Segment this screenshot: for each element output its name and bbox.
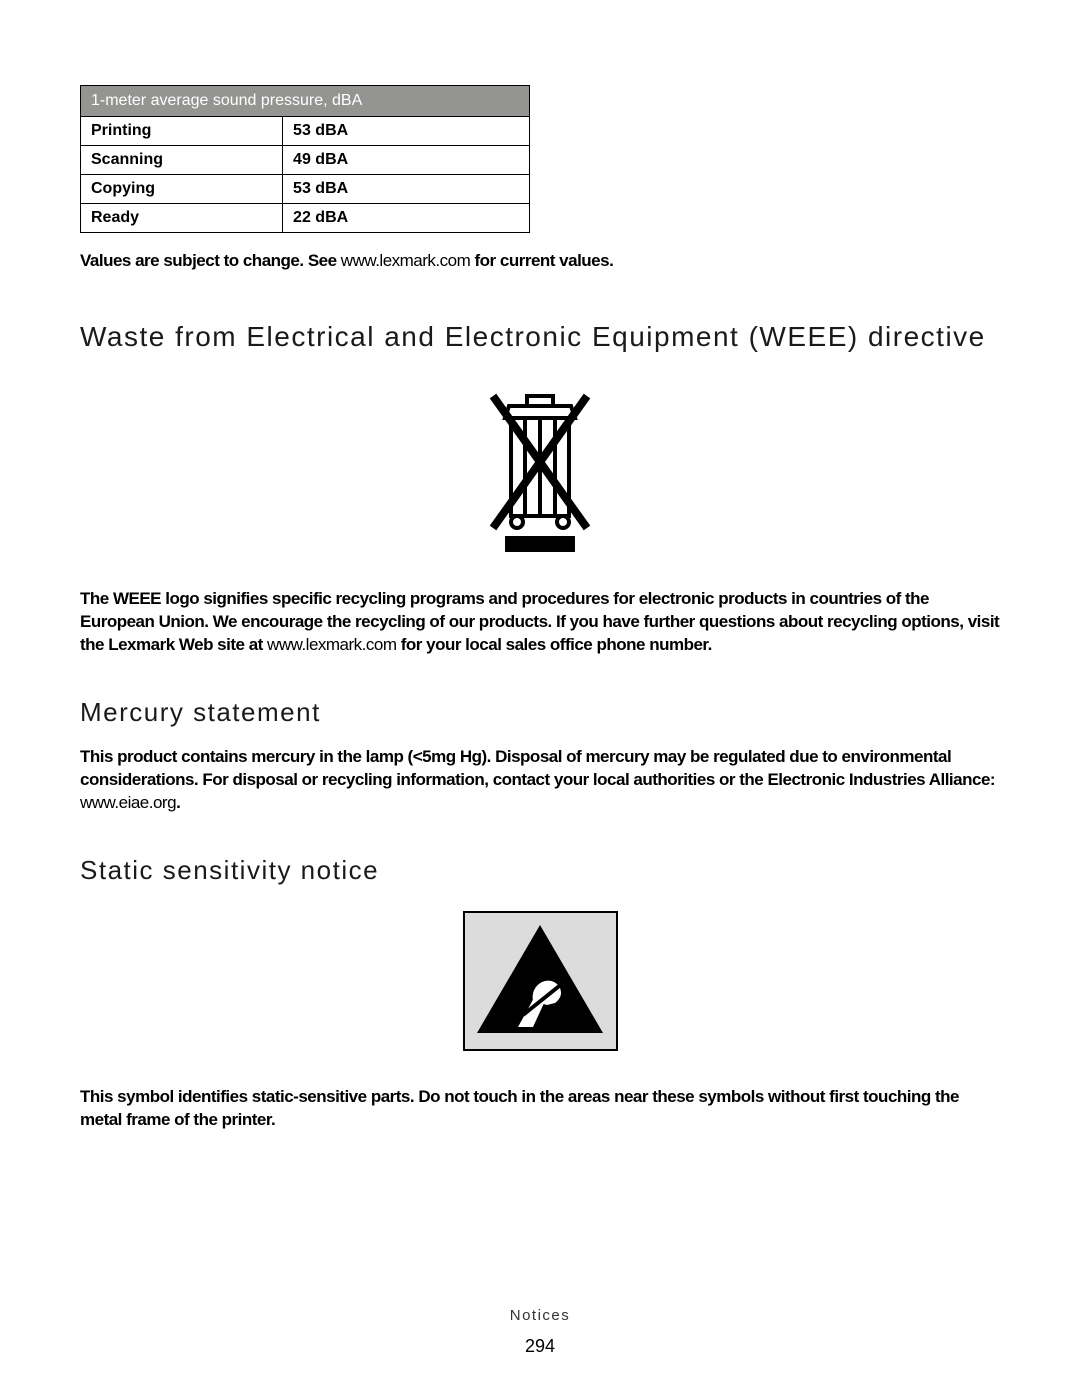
- table-row: Copying 53 dBA: [81, 175, 530, 204]
- note-suffix: for current values.: [470, 251, 613, 270]
- weee-body-url: www.lexmark.com: [267, 635, 396, 654]
- row-label: Scanning: [81, 146, 283, 175]
- weee-heading: Waste from Electrical and Electronic Equ…: [80, 321, 1000, 353]
- row-value: 49 dBA: [283, 146, 530, 175]
- row-value: 53 dBA: [283, 175, 530, 204]
- page-footer: Notices 294: [0, 1307, 1080, 1357]
- weee-body: The WEEE logo signifies specific recycli…: [80, 588, 1000, 657]
- note-prefix: Values are subject to change. See: [80, 251, 341, 270]
- row-label: Printing: [81, 117, 283, 146]
- row-label: Ready: [81, 204, 283, 233]
- mercury-body-url: www.eiae.org: [80, 793, 176, 812]
- weee-icon-container: [80, 378, 1000, 558]
- row-label: Copying: [81, 175, 283, 204]
- footer-section-label: Notices: [0, 1307, 1080, 1324]
- mercury-heading: Mercury statement: [80, 697, 1000, 728]
- mercury-body-prefix: This product contains mercury in the lam…: [80, 747, 995, 789]
- footer-page-number: 294: [0, 1336, 1080, 1357]
- weee-body-suffix: for your local sales office phone number…: [397, 635, 712, 654]
- document-page: 1-meter average sound pressure, dBA Prin…: [0, 0, 1080, 1397]
- static-heading: Static sensitivity notice: [80, 855, 1000, 886]
- weee-crossed-bin-icon: [475, 378, 605, 553]
- table-header: 1-meter average sound pressure, dBA: [81, 86, 530, 117]
- esd-hand-triangle-icon: [463, 911, 618, 1051]
- note-url: www.lexmark.com: [341, 251, 470, 270]
- values-change-note: Values are subject to change. See www.le…: [80, 251, 1000, 271]
- static-body: This symbol identifies static-sensitive …: [80, 1086, 1000, 1132]
- mercury-body-suffix: .: [176, 793, 180, 812]
- table-row: Scanning 49 dBA: [81, 146, 530, 175]
- row-value: 53 dBA: [283, 117, 530, 146]
- table-row: Printing 53 dBA: [81, 117, 530, 146]
- row-value: 22 dBA: [283, 204, 530, 233]
- table-row: Ready 22 dBA: [81, 204, 530, 233]
- static-icon-container: [80, 911, 1000, 1056]
- sound-pressure-table: 1-meter average sound pressure, dBA Prin…: [80, 85, 530, 233]
- mercury-body: This product contains mercury in the lam…: [80, 746, 1000, 815]
